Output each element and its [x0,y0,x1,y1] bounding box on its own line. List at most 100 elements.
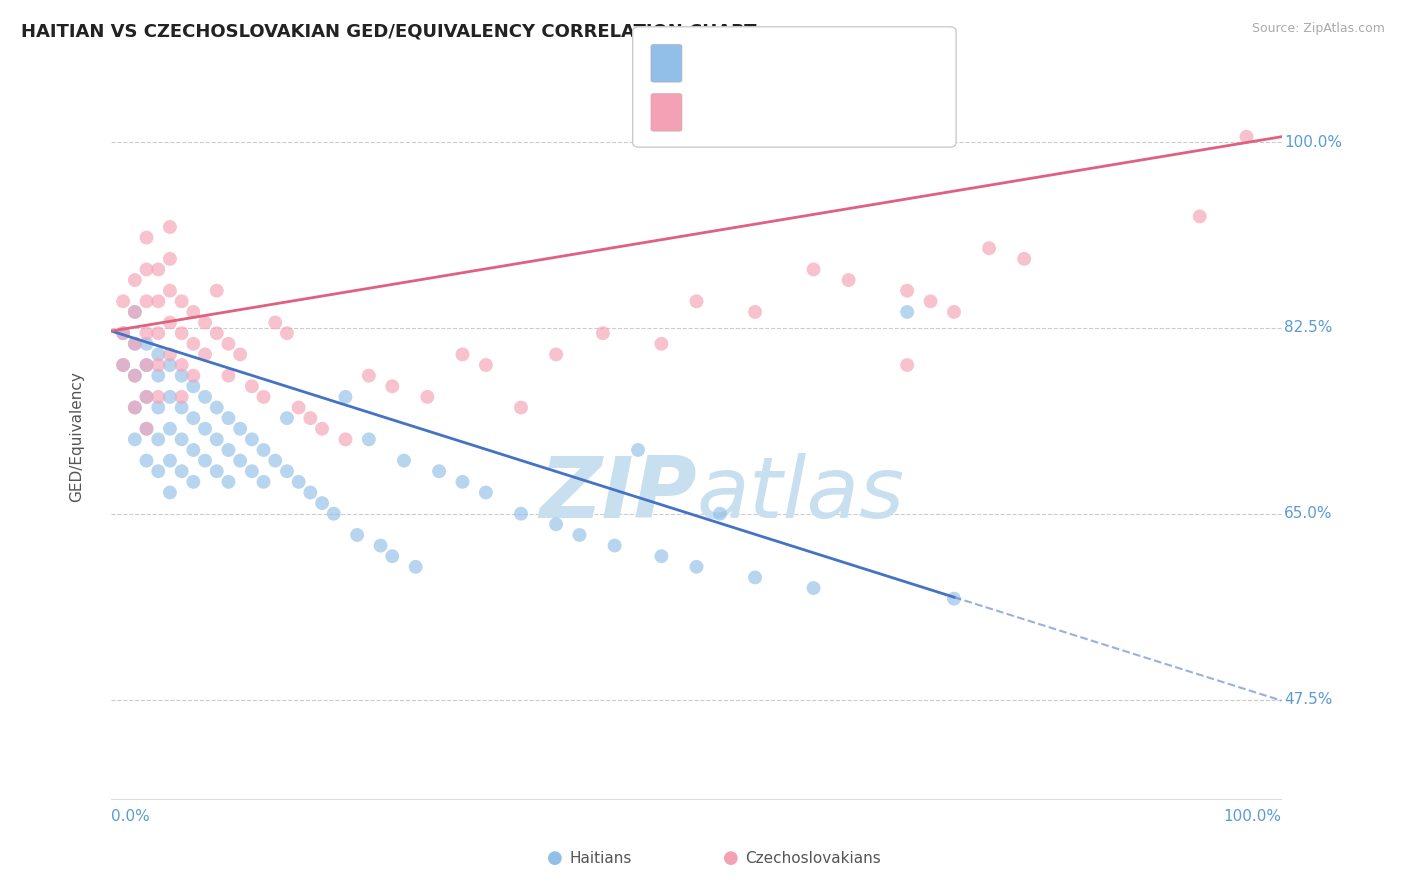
Point [135,262,157,277]
Point [124,273,146,287]
Point [124,401,146,415]
Point [124,368,146,383]
Point [896,284,918,298]
Point [112,326,135,341]
Point [803,581,825,595]
Text: Haitians: Haitians [569,851,631,865]
Point [510,507,533,521]
Text: R = -0.621   N = 74: R = -0.621 N = 74 [689,46,852,65]
Point [135,358,157,372]
Text: atlas: atlas [696,453,904,536]
Point [650,549,672,564]
Point [744,570,766,584]
Point [416,390,439,404]
Point [170,401,193,415]
Point [299,411,322,425]
Text: 100.0%: 100.0% [1223,809,1282,824]
Point [650,336,672,351]
Point [112,326,135,341]
Point [148,390,170,404]
Point [135,390,157,404]
Point [405,559,427,574]
Point [335,433,357,447]
Point [803,262,825,277]
Text: 100.0%: 100.0% [1284,135,1341,150]
Point [159,284,181,298]
Point [252,390,274,404]
Text: ZIP: ZIP [538,453,696,536]
Point [124,305,146,319]
Point [603,539,626,553]
Point [183,305,205,319]
Point [159,347,181,361]
Point [194,390,217,404]
Point [592,326,614,341]
Point [183,368,205,383]
Point [194,422,217,436]
Point [240,379,263,393]
Point [148,464,170,478]
Point [229,347,252,361]
Point [183,379,205,393]
Point [135,453,157,467]
Point [148,433,170,447]
Point [148,401,170,415]
Point [568,528,591,542]
Point [135,422,157,436]
Point [194,453,217,467]
Point [183,411,205,425]
Point [240,464,263,478]
Point [311,496,333,510]
Point [124,401,146,415]
Point [942,591,965,606]
Point [135,390,157,404]
Point [217,368,239,383]
Point [240,433,263,447]
Point [124,433,146,447]
Point [183,475,205,489]
Point [381,549,404,564]
Point [170,294,193,309]
Point [170,358,193,372]
Point [217,475,239,489]
Point [170,464,193,478]
Point [135,294,157,309]
Point [510,401,533,415]
Point [287,475,309,489]
Point [112,358,135,372]
Point [170,390,193,404]
Point [205,284,228,298]
Text: 82.5%: 82.5% [1284,320,1333,335]
Text: R =  0.220   N = 68: R = 0.220 N = 68 [689,100,851,119]
Point [159,422,181,436]
Point [205,326,228,341]
Point [335,390,357,404]
Point [346,528,368,542]
Point [264,316,287,330]
Point [148,358,170,372]
Point [112,358,135,372]
Point [217,442,239,457]
Point [159,453,181,467]
Point [546,347,568,361]
Point [685,294,707,309]
Point [183,442,205,457]
Point [252,442,274,457]
Point [217,336,239,351]
Point [159,358,181,372]
Point [194,316,217,330]
Point [977,241,1000,255]
Point [148,262,170,277]
Point [1188,210,1211,224]
Point [159,390,181,404]
Point [709,507,731,521]
Point [451,347,474,361]
Point [229,422,252,436]
Point [148,368,170,383]
Point [112,294,135,309]
Point [311,422,333,436]
Text: 47.5%: 47.5% [1284,692,1333,707]
Point [148,326,170,341]
Point [276,464,298,478]
Point [370,539,392,553]
